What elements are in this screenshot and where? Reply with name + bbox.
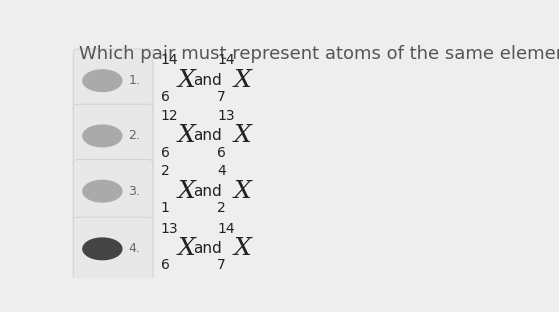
Text: 6: 6 bbox=[161, 146, 170, 159]
Text: 13: 13 bbox=[217, 109, 235, 123]
Text: X: X bbox=[177, 180, 195, 203]
FancyBboxPatch shape bbox=[73, 49, 153, 112]
Text: Which pair must represent atoms of the same element?: Which pair must represent atoms of the s… bbox=[78, 45, 559, 63]
Circle shape bbox=[83, 238, 122, 260]
Text: 7: 7 bbox=[217, 90, 226, 104]
Circle shape bbox=[83, 125, 122, 147]
Text: and: and bbox=[193, 184, 222, 199]
Text: and: and bbox=[193, 129, 222, 144]
Text: X: X bbox=[234, 124, 252, 148]
Text: 3.: 3. bbox=[129, 185, 140, 198]
Text: 6: 6 bbox=[161, 258, 170, 272]
Text: 4.: 4. bbox=[129, 242, 140, 255]
Text: X: X bbox=[177, 69, 195, 92]
Text: 1: 1 bbox=[161, 201, 170, 215]
Text: and: and bbox=[193, 241, 222, 256]
Text: 2: 2 bbox=[161, 164, 169, 178]
Circle shape bbox=[83, 70, 122, 91]
Text: X: X bbox=[234, 180, 252, 203]
Text: X: X bbox=[177, 124, 195, 148]
Text: 1.: 1. bbox=[129, 74, 140, 87]
Text: 13: 13 bbox=[161, 222, 178, 236]
Text: 6: 6 bbox=[217, 146, 226, 159]
Text: 12: 12 bbox=[161, 109, 178, 123]
Circle shape bbox=[83, 180, 122, 202]
FancyBboxPatch shape bbox=[73, 104, 153, 168]
Text: and: and bbox=[193, 73, 222, 88]
FancyBboxPatch shape bbox=[73, 217, 153, 280]
Text: 14: 14 bbox=[217, 222, 235, 236]
Text: X: X bbox=[177, 237, 195, 260]
Text: 7: 7 bbox=[217, 258, 226, 272]
FancyBboxPatch shape bbox=[73, 159, 153, 223]
Text: 14: 14 bbox=[217, 53, 235, 67]
Text: 4: 4 bbox=[217, 164, 226, 178]
Text: X: X bbox=[234, 237, 252, 260]
Text: X: X bbox=[234, 69, 252, 92]
Text: 6: 6 bbox=[161, 90, 170, 104]
Text: 2: 2 bbox=[217, 201, 226, 215]
Text: 14: 14 bbox=[161, 53, 178, 67]
Text: 2.: 2. bbox=[129, 129, 140, 143]
